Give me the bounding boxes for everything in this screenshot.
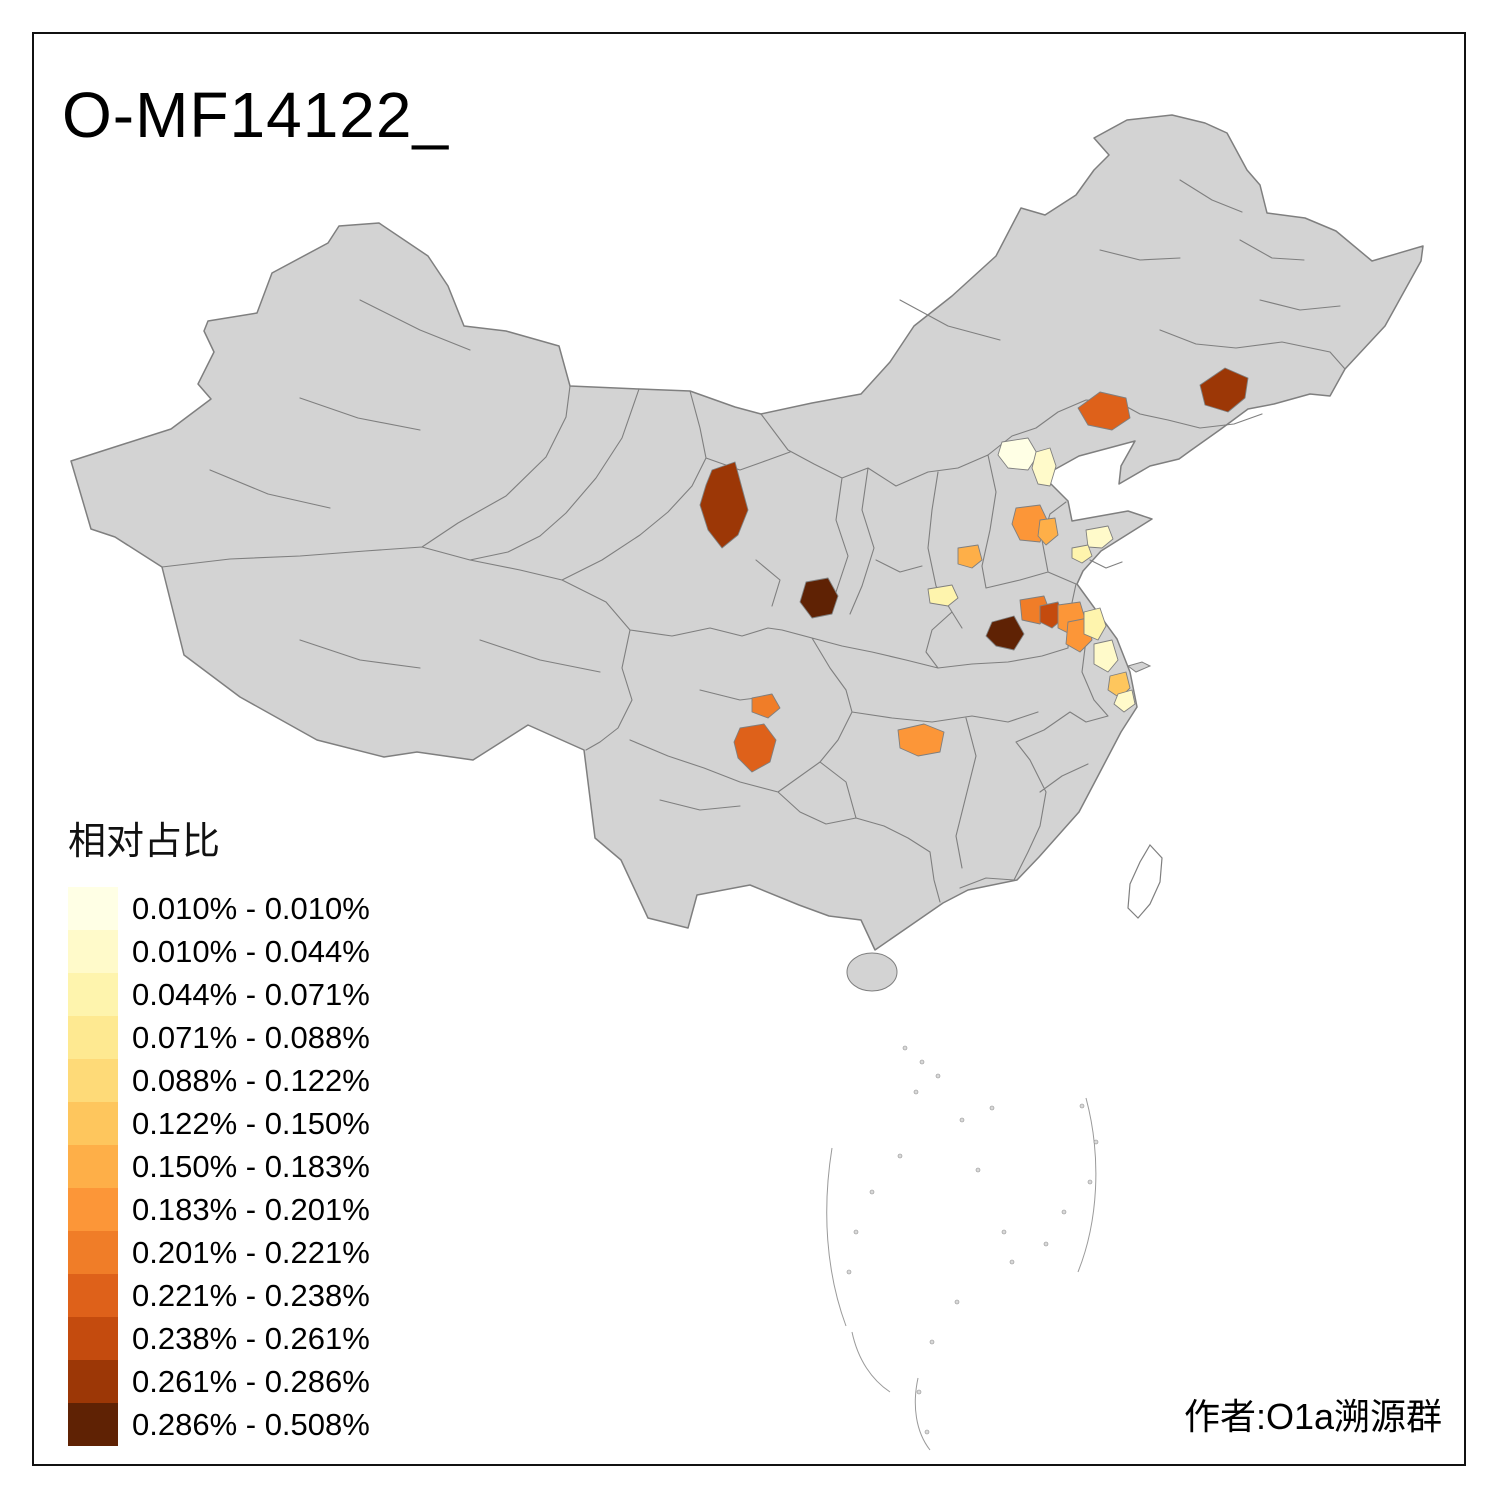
hainan-island <box>846 952 898 992</box>
legend-entry: 0.286% - 0.508% <box>68 1403 370 1446</box>
legend-entry: 0.238% - 0.261% <box>68 1317 370 1360</box>
legend-swatch <box>68 1360 118 1403</box>
legend-label: 0.122% - 0.150% <box>132 1105 370 1141</box>
legend-entry: 0.183% - 0.201% <box>68 1188 370 1231</box>
choropleth-region <box>799 577 839 619</box>
legend-label: 0.221% - 0.238% <box>132 1277 370 1313</box>
legend-label: 0.183% - 0.201% <box>132 1191 370 1227</box>
legend-entry: 0.010% - 0.044% <box>68 930 370 973</box>
choropleth-region <box>1071 544 1093 564</box>
choropleth-region <box>699 461 749 549</box>
legend-swatch <box>68 1145 118 1188</box>
legend-label: 0.071% - 0.088% <box>132 1019 370 1055</box>
choropleth-region <box>1113 689 1136 713</box>
legend-entry: 0.044% - 0.071% <box>68 973 370 1016</box>
legend-label: 0.088% - 0.122% <box>132 1062 370 1098</box>
choropleth-regions <box>699 367 1249 773</box>
legend: 相对占比 0.010% - 0.010% 0.010% - 0.044% 0.044… <box>68 810 370 1446</box>
choropleth-region <box>1037 517 1059 546</box>
choropleth-region <box>733 723 777 773</box>
legend-entry: 0.122% - 0.150% <box>68 1102 370 1145</box>
choropleth-region <box>927 584 959 607</box>
choropleth-region <box>997 437 1039 471</box>
legend-entry: 0.071% - 0.088% <box>68 1016 370 1059</box>
legend-swatch <box>68 887 118 930</box>
choropleth-region <box>897 723 945 757</box>
choropleth-region <box>985 615 1025 651</box>
plot-border <box>32 32 1466 1466</box>
china-landmass <box>70 114 1424 951</box>
choropleth-region <box>1077 391 1131 431</box>
legend-entry: 0.088% - 0.122% <box>68 1059 370 1102</box>
legend-label: 0.286% - 0.508% <box>132 1406 370 1442</box>
legend-swatch <box>68 1102 118 1145</box>
legend-swatch <box>68 1016 118 1059</box>
attribution-text: 作者:O1a溯源群 <box>1183 1396 1442 1437</box>
page-title: O-MF14122_ <box>62 79 450 151</box>
legend-label: 0.010% - 0.044% <box>132 933 370 969</box>
choropleth-region <box>1083 607 1107 641</box>
legend-entry: 0.150% - 0.183% <box>68 1145 370 1188</box>
legend-label: 0.150% - 0.183% <box>132 1148 370 1184</box>
legend-swatch <box>68 1403 118 1446</box>
legend-swatch <box>68 1231 118 1274</box>
legend-swatch <box>68 1274 118 1317</box>
legend-label: 0.010% - 0.010% <box>132 890 370 926</box>
legend-swatch <box>68 930 118 973</box>
legend-entry: 0.010% - 0.010% <box>68 887 370 930</box>
choropleth-region <box>957 544 983 569</box>
choropleth-region <box>751 693 781 719</box>
legend-entry: 0.261% - 0.286% <box>68 1360 370 1403</box>
south-china-sea-features <box>826 1045 1099 1451</box>
legend-title: 相对占比 <box>68 821 221 863</box>
legend-label: 0.044% - 0.071% <box>132 976 370 1012</box>
legend-entry: 0.201% - 0.221% <box>68 1231 370 1274</box>
chongming-island <box>1126 661 1152 673</box>
choropleth-region <box>1093 639 1119 673</box>
legend-entry: 0.221% - 0.238% <box>68 1274 370 1317</box>
choropleth-region <box>1031 447 1057 487</box>
legend-swatch <box>68 1188 118 1231</box>
taiwan-island <box>1127 843 1163 919</box>
choropleth-region <box>1085 525 1114 549</box>
choropleth-region <box>1199 367 1249 413</box>
legend-swatch <box>68 973 118 1016</box>
legend-label: 0.261% - 0.286% <box>132 1363 370 1399</box>
legend-swatch <box>68 1059 118 1102</box>
legend-label: 0.238% - 0.261% <box>132 1320 370 1356</box>
legend-entries: 0.010% - 0.010% 0.010% - 0.044% 0.044% - 0… <box>68 887 370 1446</box>
legend-label: 0.201% - 0.221% <box>132 1234 370 1270</box>
legend-swatch <box>68 1317 118 1360</box>
